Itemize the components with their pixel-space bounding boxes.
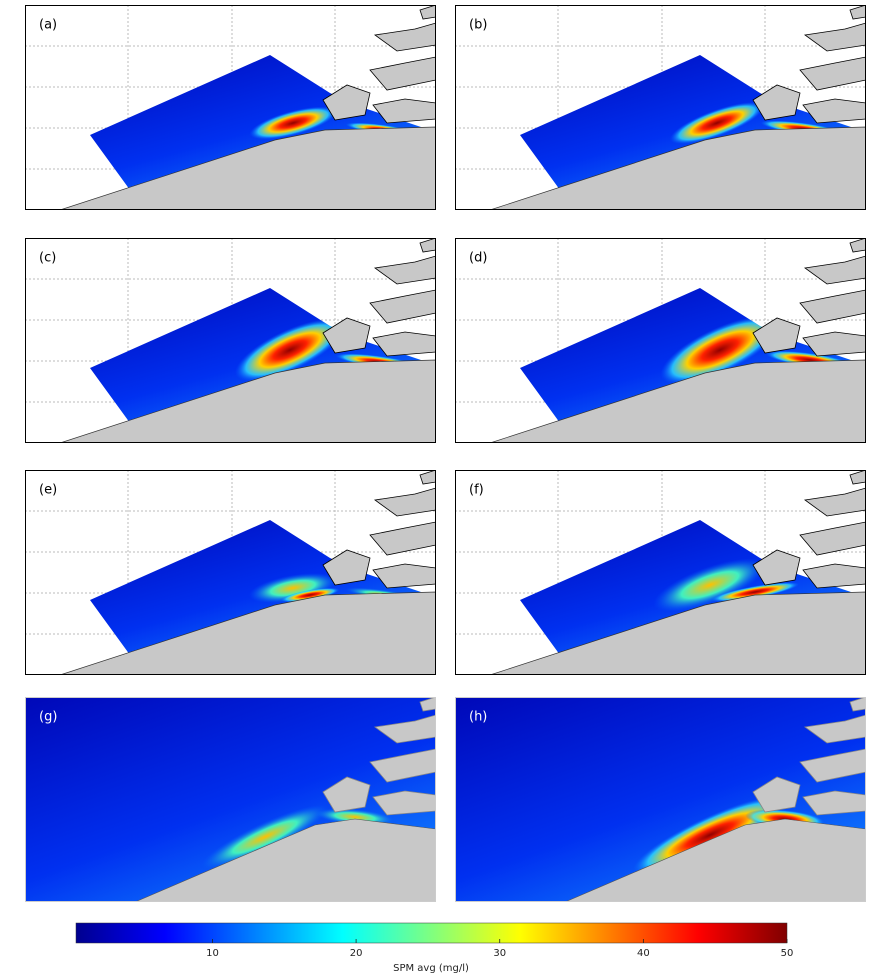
colorbar-tick-label: 10	[206, 948, 219, 959]
map-body	[25, 5, 436, 210]
panel-label: (h)	[469, 710, 487, 725]
panel-label: (b)	[469, 18, 487, 33]
map-panel: (f)	[455, 470, 866, 675]
map-body	[25, 697, 436, 902]
map-body	[455, 697, 866, 902]
colorbar-tick-label: 40	[637, 948, 650, 959]
panel-label: (f)	[469, 483, 484, 498]
map-panel: (h)	[455, 697, 866, 902]
map-body	[25, 238, 436, 443]
map-body	[25, 470, 436, 675]
map-panel: (g)	[25, 697, 436, 902]
figure: SPM avg (mg/l) (a) (b) (c) (d) (e) (f) (g) (h) 1…	[0, 0, 874, 975]
panel-label: (a)	[39, 18, 57, 33]
panel-label: (c)	[39, 251, 56, 266]
colorbar-label: SPM avg (mg/l)	[393, 963, 469, 974]
colorbar	[76, 923, 787, 943]
colorbar-tick-label: 20	[350, 948, 363, 959]
colorbar-tick-label: 50	[781, 948, 794, 959]
panel-label: (d)	[469, 251, 487, 266]
panel-label: (g)	[39, 710, 57, 725]
map-panel: (a)	[25, 5, 436, 210]
panel-label: (e)	[39, 483, 57, 498]
map-panel: (b)	[455, 5, 866, 210]
map-panel: (e)	[25, 470, 436, 675]
map-panel: (c)	[25, 238, 436, 443]
map-body	[455, 238, 866, 443]
map-body	[455, 470, 866, 675]
colorbar-tick-label: 30	[493, 948, 506, 959]
map-panel: (d)	[455, 238, 866, 443]
map-body	[455, 5, 866, 210]
